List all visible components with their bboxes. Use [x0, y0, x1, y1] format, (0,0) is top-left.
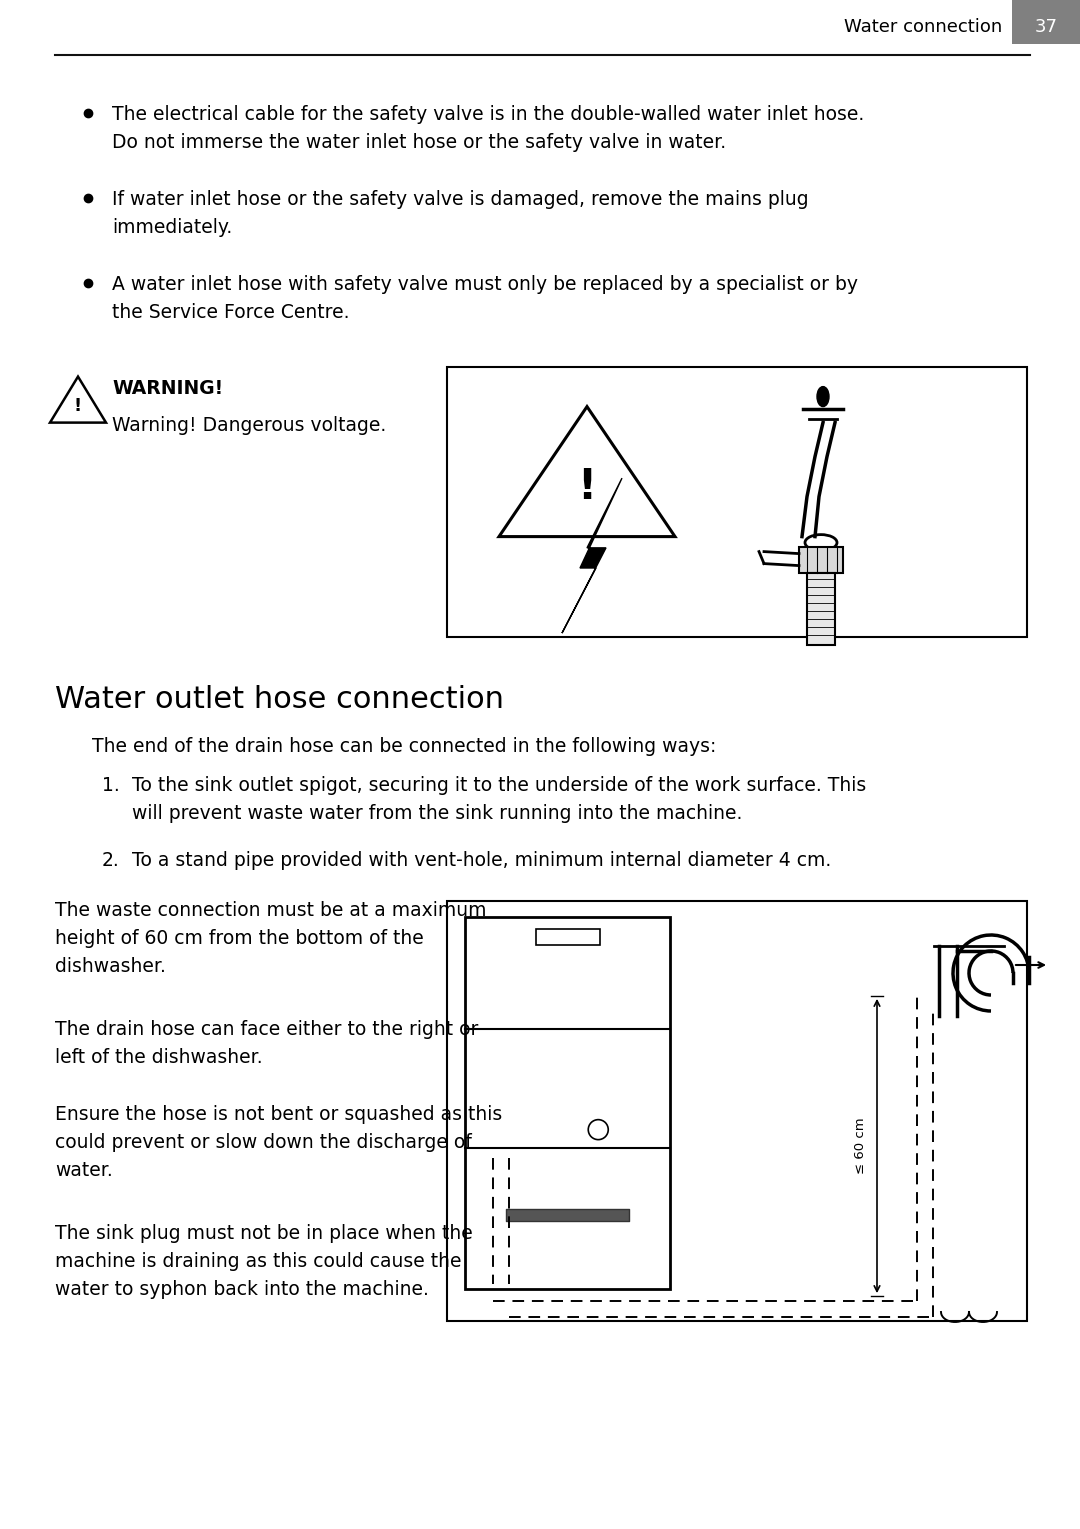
Bar — [447, 901, 1027, 1321]
Bar — [1012, 0, 1080, 44]
Text: !: ! — [578, 466, 596, 508]
Text: A water inlet hose with safety valve must only be replaced by a specialist or by: A water inlet hose with safety valve mus… — [112, 275, 858, 323]
Text: 1.: 1. — [102, 777, 120, 795]
Text: ≤ 60 cm: ≤ 60 cm — [854, 1118, 867, 1174]
Text: !: ! — [73, 396, 82, 414]
Bar — [807, 572, 835, 645]
Bar — [536, 930, 599, 945]
Text: The waste connection must be at a maximum
height of 60 cm from the bottom of the: The waste connection must be at a maximu… — [55, 901, 486, 976]
Text: The electrical cable for the safety valve is in the double-walled water inlet ho: The electrical cable for the safety valv… — [112, 106, 864, 151]
Text: Ensure the hose is not bent or squashed as this
could prevent or slow down the d: Ensure the hose is not bent or squashed … — [55, 1105, 502, 1180]
Bar — [799, 546, 843, 572]
Text: Water connection: Water connection — [843, 18, 1002, 37]
Bar — [507, 1208, 629, 1220]
Text: 2.: 2. — [102, 852, 120, 870]
Text: If water inlet hose or the safety valve is damaged, remove the mains plug
immedi: If water inlet hose or the safety valve … — [112, 190, 809, 237]
Ellipse shape — [816, 387, 829, 407]
Text: Water outlet hose connection: Water outlet hose connection — [55, 685, 504, 714]
Text: To the sink outlet spigot, securing it to the underside of the work surface. Thi: To the sink outlet spigot, securing it t… — [132, 777, 866, 823]
Text: The end of the drain hose can be connected in the following ways:: The end of the drain hose can be connect… — [92, 737, 716, 755]
Text: 37: 37 — [1035, 18, 1057, 37]
Bar — [447, 367, 1027, 636]
Bar — [465, 917, 670, 1289]
Polygon shape — [562, 479, 622, 633]
Text: Warning! Dangerous voltage.: Warning! Dangerous voltage. — [112, 416, 387, 436]
Text: To a stand pipe provided with vent-hole, minimum internal diameter 4 cm.: To a stand pipe provided with vent-hole,… — [132, 852, 832, 870]
Text: The drain hose can face either to the right or
left of the dishwasher.: The drain hose can face either to the ri… — [55, 1020, 478, 1067]
Text: The sink plug must not be in place when the
machine is draining as this could ca: The sink plug must not be in place when … — [55, 1223, 473, 1298]
Text: WARNING!: WARNING! — [112, 379, 224, 398]
